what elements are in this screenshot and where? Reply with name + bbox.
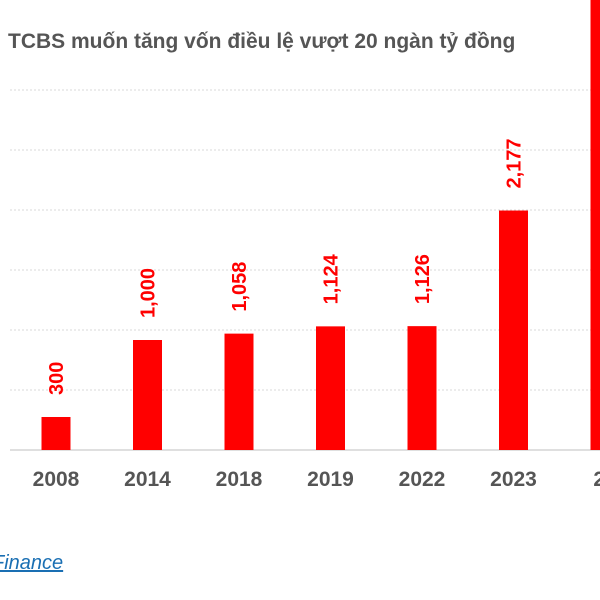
x-tick-20: 20 [593,468,600,491]
data-label-2019: 1,124 [321,253,343,304]
x-axis-ticks: 2008 2014 2018 2019 2022 2023 20 [33,468,600,491]
x-tick-2018: 2018 [216,468,263,491]
chart-title: TCBS muốn tăng vốn điều lệ vượt 20 ngàn … [8,30,516,53]
x-tick-2008: 2008 [33,468,80,491]
bar-2008 [41,417,71,450]
bar-2022 [407,326,437,450]
data-label-2022: 1,126 [412,254,434,304]
x-tick-2022: 2022 [399,468,446,491]
bar-20 [590,0,600,450]
bars [41,0,600,450]
x-tick-2023: 2023 [490,468,537,491]
bar-2019 [316,326,345,450]
bar-2023 [499,210,528,450]
x-tick-2019: 2019 [307,468,354,491]
data-label-2023: 2,177 [504,138,526,188]
data-label-2018: 1,058 [229,262,251,312]
data-label-2008: 300 [46,362,68,395]
bar-2018 [224,333,254,450]
source-link[interactable]: Finance [0,552,64,574]
x-tick-2014: 2014 [124,468,171,491]
data-label-2014: 1,000 [138,268,160,318]
bar-2014 [133,340,162,450]
